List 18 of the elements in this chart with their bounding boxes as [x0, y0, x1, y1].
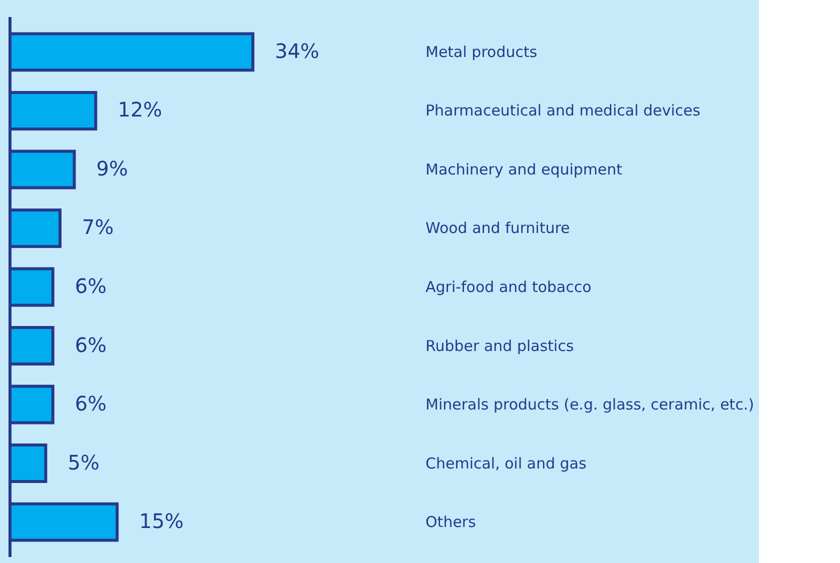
data-label: 12% [118, 98, 162, 122]
y-tick-label: Chemical, oil and gas [426, 454, 587, 472]
data-label: 9% [96, 156, 128, 180]
data-label: 15% [139, 509, 184, 534]
data-label: 6% [74, 274, 107, 298]
data-label: 6% [74, 392, 107, 416]
y-tick-label: Agri-food and tobacco [426, 278, 592, 296]
data-label: 34% [274, 38, 320, 63]
y-tick-label: Metal products [426, 42, 538, 61]
y-tick-label: Minerals products (e.g. glass, ceramic, etc.) [426, 396, 754, 414]
data-label: 5% [68, 450, 100, 474]
data-label: 7% [82, 215, 114, 240]
y-tick-label: Others [426, 513, 476, 532]
y-tick-label: Machinery and equipment [426, 160, 622, 178]
y-tick-label: Pharmaceutical and medical devices [426, 102, 701, 120]
y-tick-label: Wood and furniture [426, 219, 570, 238]
y-tick-label: Rubber and plastics [426, 336, 574, 355]
data-label: 6% [74, 332, 107, 357]
